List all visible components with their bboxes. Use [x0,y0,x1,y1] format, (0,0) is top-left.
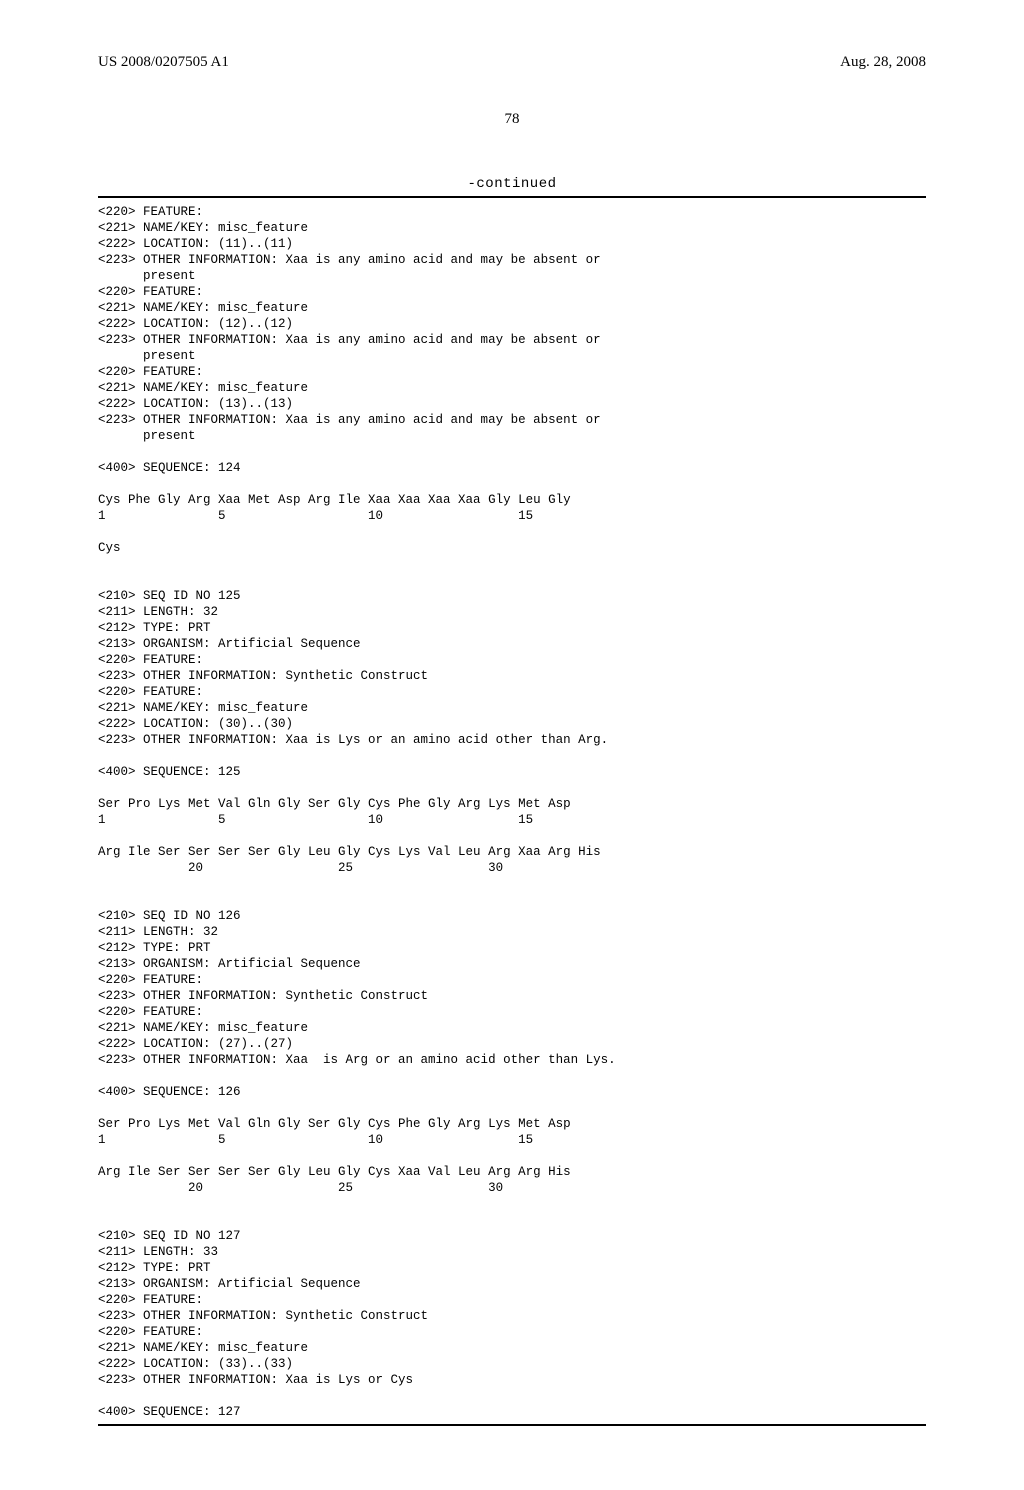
continued-label: -continued [98,176,926,192]
page-number: 78 [98,111,926,128]
continued-block: -continued <220> FEATURE: <221> NAME/KEY… [98,176,926,1426]
sequence-listing: <220> FEATURE: <221> NAME/KEY: misc_feat… [98,204,926,1420]
divider-bottom [98,1424,926,1426]
page-container: US 2008/0207505 A1 Aug. 28, 2008 78 -con… [0,0,1024,1490]
divider-top [98,196,926,198]
publication-number: US 2008/0207505 A1 [98,54,229,71]
header-row: US 2008/0207505 A1 Aug. 28, 2008 [98,54,926,71]
publication-date: Aug. 28, 2008 [840,54,926,71]
